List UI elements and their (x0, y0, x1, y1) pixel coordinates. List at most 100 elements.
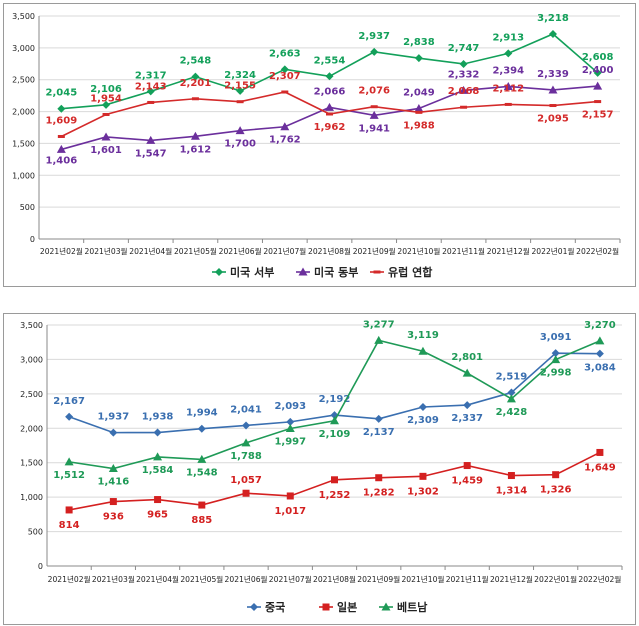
x-tick-label: 2021년03월 (92, 574, 135, 584)
data-point (242, 489, 250, 497)
data-point (506, 394, 516, 403)
x-tick-label: 2021년07월 (263, 246, 306, 256)
data-label: 2,155 (224, 81, 256, 92)
data-label: 1,601 (90, 145, 122, 156)
data-point (596, 448, 604, 456)
data-point (325, 102, 334, 111)
legend-label: 미국 동부 (314, 265, 358, 279)
data-label: 2,913 (492, 32, 524, 43)
data-point (65, 506, 73, 514)
series-1: 2,045 2,106 2,317 2,548 2,324 2,663 2,554 2,937… (46, 13, 614, 113)
data-label: 2,167 (53, 396, 85, 407)
data-label: 1,609 (46, 115, 78, 126)
data-label: 2,307 (269, 71, 301, 82)
data-point (459, 59, 468, 68)
data-point (280, 65, 289, 74)
data-label: 2,332 (448, 69, 480, 80)
data-label: 2,309 (407, 415, 439, 426)
data-point (102, 100, 111, 109)
legend-label: 중국 (265, 601, 285, 614)
data-point (325, 72, 334, 81)
data-label: 1,416 (98, 476, 130, 487)
data-point (415, 110, 423, 114)
data-point (374, 335, 384, 344)
data-point (197, 454, 207, 463)
legend-marker (373, 270, 381, 274)
legend-label: 미국 서부 (230, 265, 274, 279)
data-point (460, 105, 468, 109)
data-label: 1,548 (186, 467, 218, 478)
data-label: 1,962 (314, 122, 346, 133)
data-point (191, 72, 200, 81)
data-label: 1,941 (358, 123, 390, 134)
data-point (548, 29, 557, 38)
data-label: 2,041 (230, 404, 262, 415)
legend-label: 일본 (337, 600, 357, 614)
data-point (374, 414, 383, 423)
data-point (235, 126, 245, 135)
data-point (198, 501, 206, 509)
data-label: 2,112 (492, 83, 524, 94)
chart-panel-1: 0 500 1,000 1,500 2,000 2,500 3,000 3,500 2021년0… (3, 3, 636, 287)
series-3: 1,609 1,954 2,143 2,201 2,155 2,307 1,962 2,076… (46, 71, 614, 138)
x-tick-label: 2021년02월 (40, 246, 83, 256)
data-label: 2,317 (135, 70, 167, 81)
data-point (375, 474, 383, 482)
data-point (551, 355, 561, 364)
data-point (595, 349, 604, 358)
data-label: 1,584 (142, 465, 174, 476)
data-point (64, 457, 74, 466)
data-label: 1,406 (46, 155, 78, 166)
data-point (419, 472, 427, 480)
legend-marker (381, 602, 391, 611)
data-point (280, 122, 290, 131)
data-point (236, 86, 245, 95)
y-tick-label: 2,000 (12, 108, 35, 117)
x-tick-label: 2021년11월 (446, 574, 489, 584)
data-point (369, 110, 379, 119)
data-label: 2,143 (135, 81, 167, 92)
data-label: 2,201 (180, 78, 212, 89)
data-point (242, 421, 251, 430)
data-label: 2,937 (358, 31, 390, 42)
series-1: 2,167 1,937 1,938 1,994 2,041 2,093 2,192 2,137… (53, 332, 615, 438)
line-chart-1: 0 500 1,000 1,500 2,000 2,500 3,000 3,500 2021년0… (12, 12, 621, 279)
y-tick-label: 2,500 (12, 76, 35, 85)
data-point (418, 403, 427, 412)
data-point (552, 471, 560, 479)
data-point (286, 417, 295, 426)
data-label: 1,937 (98, 412, 130, 423)
y-tick-label: 3,000 (20, 355, 43, 364)
data-label: 1,314 (496, 486, 528, 497)
x-tick-label: 2022년02월 (578, 574, 621, 584)
data-label: 1,547 (135, 148, 167, 159)
data-point (462, 368, 472, 377)
data-point (56, 144, 66, 153)
y-tick-label: 500 (20, 203, 35, 212)
data-label: 2,157 (582, 110, 614, 121)
data-point (414, 103, 424, 112)
data-label: 2,076 (358, 86, 390, 97)
data-point (236, 100, 244, 104)
data-label: 1,788 (230, 451, 262, 462)
data-point (241, 438, 251, 447)
data-label: 2,663 (269, 48, 301, 59)
y-tick-label: 1,500 (20, 459, 43, 468)
series-2: 814 936 965 885 1,057 1,017 1,252 1,282 1,302 1,4… (59, 448, 616, 531)
legend-marker (215, 268, 223, 276)
data-point (191, 97, 199, 101)
data-label: 2,838 (403, 37, 435, 48)
data-point (331, 476, 338, 484)
data-label: 2,801 (451, 352, 483, 363)
legend-marker (250, 603, 258, 611)
data-label: 1,017 (274, 506, 306, 517)
x-tick-label: 2022년02월 (576, 246, 619, 256)
x-tick-label: 2021년04월 (136, 574, 179, 584)
data-point (109, 498, 117, 506)
data-point (330, 416, 339, 425)
legend-label: 유럽 연합 (388, 265, 432, 279)
data-point (593, 68, 602, 77)
data-label: 2,068 (448, 86, 480, 97)
data-label: 3,119 (407, 330, 439, 341)
x-tick-label: 2021년05월 (180, 574, 223, 584)
